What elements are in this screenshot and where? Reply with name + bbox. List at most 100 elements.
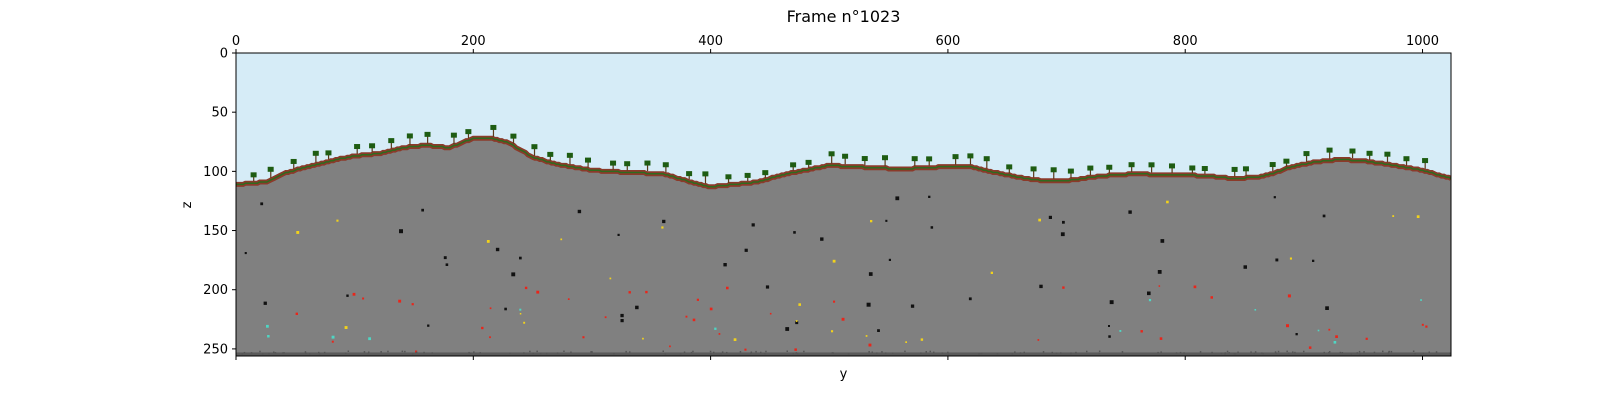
cave-pocket [1160,239,1165,243]
bedrock-speck [468,351,470,354]
bedrock-speck [664,353,667,355]
bedrock-speck [1253,352,1256,355]
red-ore [1328,328,1331,331]
red-ore [398,299,402,303]
red-ore [833,300,836,303]
red-ore [1286,324,1289,328]
cave-pocket [751,223,755,227]
cave-pocket [495,247,500,252]
cave-pocket [263,301,267,305]
tree-trunk [1171,167,1173,173]
tree-trunk [409,137,411,145]
tree-trunk [688,175,690,180]
y-tick-label: 0 [220,47,228,62]
bedrock-speck [509,352,511,354]
tree-trunk [864,160,866,166]
bedrock-speck [947,353,950,355]
bedrock-speck [662,350,664,352]
tree-trunk [727,178,730,183]
tree-trunk [969,157,972,165]
tree-canopy [510,133,517,139]
bedrock-speck [803,350,805,353]
bedrock-speck [941,352,944,354]
tree-canopy [790,162,797,168]
cave-pocket [1295,333,1298,336]
tree-canopy [250,172,257,178]
tree-canopy [1283,158,1290,164]
red-ore [669,345,671,348]
red-ore [1062,286,1065,289]
bedrock-speck [380,351,382,353]
y-tick-label: 250 [203,342,228,357]
tree-trunk [844,157,846,165]
bedrock-speck [281,352,284,354]
diamond-ore [1317,329,1320,332]
bedrock-speck [1011,353,1014,355]
bedrock-speck [1449,352,1451,354]
tree-canopy [1403,156,1410,162]
gold-ore [1416,215,1420,218]
cave-pocket [1147,291,1151,296]
y-ticks: 0 50 100 150 200 250 [203,47,236,357]
gold-ore [560,238,563,241]
bedrock-speck [721,351,724,353]
gold-ore [905,341,907,343]
gold-ore [642,337,644,340]
cave-pocket [968,297,972,301]
bedrock-speck [933,351,935,354]
y-tick-label: 200 [203,283,228,298]
tree-trunk [884,159,886,167]
tree-trunk [371,147,373,153]
red-ore [1425,325,1428,328]
tree-trunk [646,164,649,172]
tree-canopy [624,161,631,167]
red-ore [536,290,540,294]
red-ore [489,307,492,310]
bedrock-speck [709,350,712,353]
tree-canopy [1189,165,1196,171]
gold-ore [296,231,300,234]
cave-pocket [1039,284,1043,289]
bedrock-speck [1435,351,1438,353]
tree-trunk [1369,154,1371,160]
x-tick-label: 800 [1173,34,1198,49]
gold-ore [336,219,339,222]
red-ore [1287,294,1291,298]
diamond-ore [267,335,270,338]
bedrock-speck [1341,352,1344,354]
gold-ore [831,330,834,333]
bedrock-speck [1014,351,1016,353]
bedrock-speck [323,351,326,354]
bedrock-speck [344,352,347,355]
bedrock-speck [268,352,270,355]
bedrock-speck [629,351,631,353]
bedrock-speck [692,350,694,353]
bedrock-speck [415,351,418,354]
tree-trunk [1386,155,1389,163]
bedrock-speck [305,352,307,354]
tree-canopy [967,153,974,159]
bedrock-speck [1233,353,1235,355]
red-ore [1193,285,1197,289]
tree-trunk [914,160,916,167]
y-tick: 0 [220,47,236,62]
gold-ore [486,240,490,243]
bedrock-speck [1175,352,1178,354]
bedrock-speck [591,351,593,353]
bedrock-speck [871,351,873,353]
cave-pocket [1128,210,1132,214]
gold-ore [733,338,737,341]
bedrock-speck [1382,350,1384,353]
y-axis-label: z [180,201,195,208]
tree-trunk [612,164,614,170]
bedrock-speck [1275,352,1278,355]
tree-trunk [1089,169,1092,176]
bedrock-speck [832,352,835,354]
red-ore [582,336,585,339]
bedrock-speck [532,352,534,355]
cave-pocket [785,327,790,331]
bedrock-speck [1277,350,1280,353]
bedrock-speck [250,352,253,354]
cave-pocket [885,219,888,222]
red-ore [769,312,772,315]
